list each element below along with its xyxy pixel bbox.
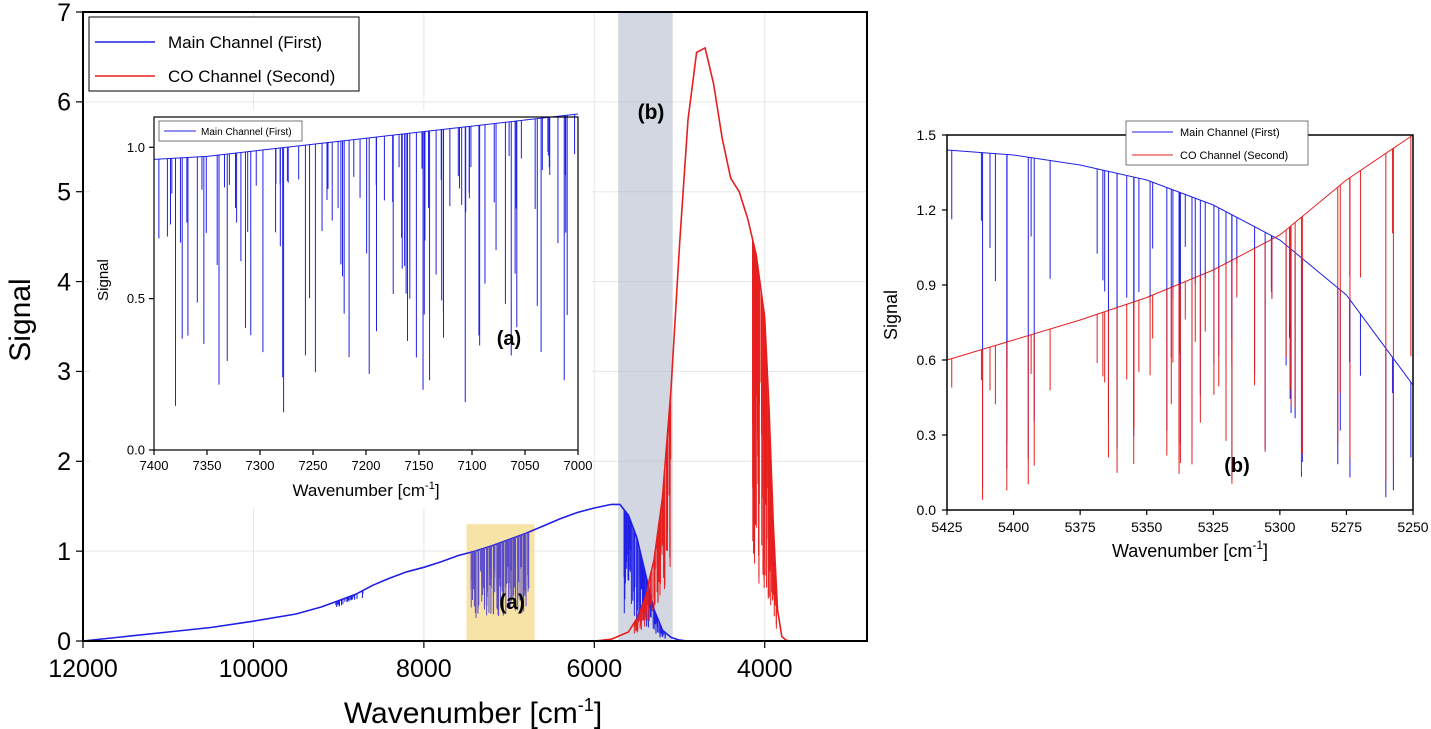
panel-b-x-axis-label: Wavenumber [cm-1] xyxy=(1112,538,1268,561)
main-x-axis-label: Wavenumber [cm-1] xyxy=(344,695,602,729)
x-tick-label: 7250 xyxy=(299,458,328,473)
panel-b-y-ticks: 0.0 0.3 0.6 0.9 1.2 1.5 xyxy=(917,127,947,518)
x-tick-label: 7150 xyxy=(405,458,434,473)
legend-entry-co-channel: CO Channel (Second) xyxy=(168,67,335,86)
inset-chart-a: 7400 7350 7300 7250 7200 7150 7100 7050 7000 0.0… xyxy=(90,110,592,508)
y-tick-label: 1 xyxy=(57,538,71,566)
y-tick-label: 7 xyxy=(57,0,71,27)
x-tick-label: 7400 xyxy=(140,458,169,473)
y-tick-label: 0.0 xyxy=(127,443,145,458)
panel-b-absorption-dips xyxy=(951,136,1412,500)
y-tick-label: 0 xyxy=(57,628,71,656)
x-tick-label: 4000 xyxy=(737,655,793,683)
x-tick-label: 12000 xyxy=(48,655,118,683)
x-tick-label: 7100 xyxy=(458,458,487,473)
panel-b-annotation: (b) xyxy=(1224,455,1250,477)
inset-legend: Main Channel (First) xyxy=(158,120,303,142)
main-x-ticks: 12000 10000 8000 6000 4000 xyxy=(48,641,793,683)
x-tick-label: 5275 xyxy=(1331,519,1362,535)
x-tick-label: 6000 xyxy=(566,655,622,683)
main-plot-frame xyxy=(82,11,868,642)
panel-chart-b: 5425 5400 5375 5350 5325 5300 5275 5250 0.00.30… xyxy=(881,120,1429,561)
annotation-a: (a) xyxy=(499,591,525,614)
y-tick-label: 0.0 xyxy=(917,502,937,518)
y-tick-label: 6 xyxy=(57,89,71,117)
inset-y-ticks: 0.0 0.5 1.0 xyxy=(127,140,154,458)
y-tick-label: 5 xyxy=(57,178,71,206)
panel-b-legend: Main Channel (First) CO Channel (Second) xyxy=(1125,120,1309,166)
panel-b-x-ticks: 5425 5400 5375 5350 5325 5300 5275 5250 xyxy=(931,510,1429,535)
main-chart: 12000 10000 8000 6000 4000 0 1 2 3 4 5 6 7 Wavenumb… xyxy=(4,0,868,729)
x-tick-label: 5425 xyxy=(931,519,962,535)
y-tick-label: 0.5 xyxy=(127,291,145,306)
x-tick-label: 5300 xyxy=(1264,519,1295,535)
inset-x-ticks: 7400 7350 7300 7250 7200 7150 7100 7050 7000 xyxy=(140,450,593,473)
inset-x-axis-label: Wavenumber [cm-1] xyxy=(292,480,439,500)
y-tick-label: 2 xyxy=(57,448,71,476)
x-tick-label: 5400 xyxy=(998,519,1029,535)
inset-annotation-a: (a) xyxy=(497,328,521,350)
x-tick-label: 5350 xyxy=(1131,519,1162,535)
inset-legend-entry: Main Channel (First) xyxy=(201,127,292,138)
inset-y-axis-label: Signal xyxy=(95,259,112,301)
x-tick-label: 10000 xyxy=(219,655,289,683)
y-tick-label: 3 xyxy=(57,358,71,386)
x-tick-label: 5375 xyxy=(1065,519,1096,535)
inset-absorption-dips xyxy=(158,114,576,413)
y-tick-label: 1.0 xyxy=(127,140,145,155)
y-tick-label: 1.5 xyxy=(917,127,937,143)
x-tick-label: 7200 xyxy=(352,458,381,473)
main-legend: Main Channel (First) CO Channel (Second) xyxy=(88,16,360,92)
legend-entry-main-channel: Main Channel (First) xyxy=(168,33,322,52)
y-tick-label: 0.6 xyxy=(917,352,937,368)
y-tick-label: 4 xyxy=(57,268,71,296)
y-tick-label: 1.2 xyxy=(917,202,937,218)
x-tick-label: 7350 xyxy=(193,458,222,473)
x-tick-label: 5325 xyxy=(1198,519,1229,535)
panel-b-y-axis-label: Signal xyxy=(881,290,901,340)
x-tick-label: 7300 xyxy=(246,458,275,473)
annotation-b: (b) xyxy=(638,101,665,124)
x-tick-label: 7050 xyxy=(511,458,540,473)
x-tick-label: 5250 xyxy=(1397,519,1428,535)
panel-b-legend-entry-main: Main Channel (First) xyxy=(1180,127,1280,139)
y-tick-label: 0.3 xyxy=(917,427,937,443)
y-tick-label: 0.9 xyxy=(917,277,937,293)
panel-b-legend-entry-co: CO Channel (Second) xyxy=(1180,150,1288,162)
absorption-dips xyxy=(335,239,778,639)
main-y-axis-label: Signal xyxy=(4,278,37,361)
series-line-main-channel xyxy=(82,503,689,642)
main-y-ticks: 0 1 2 3 4 5 6 7 xyxy=(57,0,83,656)
x-tick-label: 7000 xyxy=(564,458,593,473)
x-tick-label: 8000 xyxy=(396,655,452,683)
